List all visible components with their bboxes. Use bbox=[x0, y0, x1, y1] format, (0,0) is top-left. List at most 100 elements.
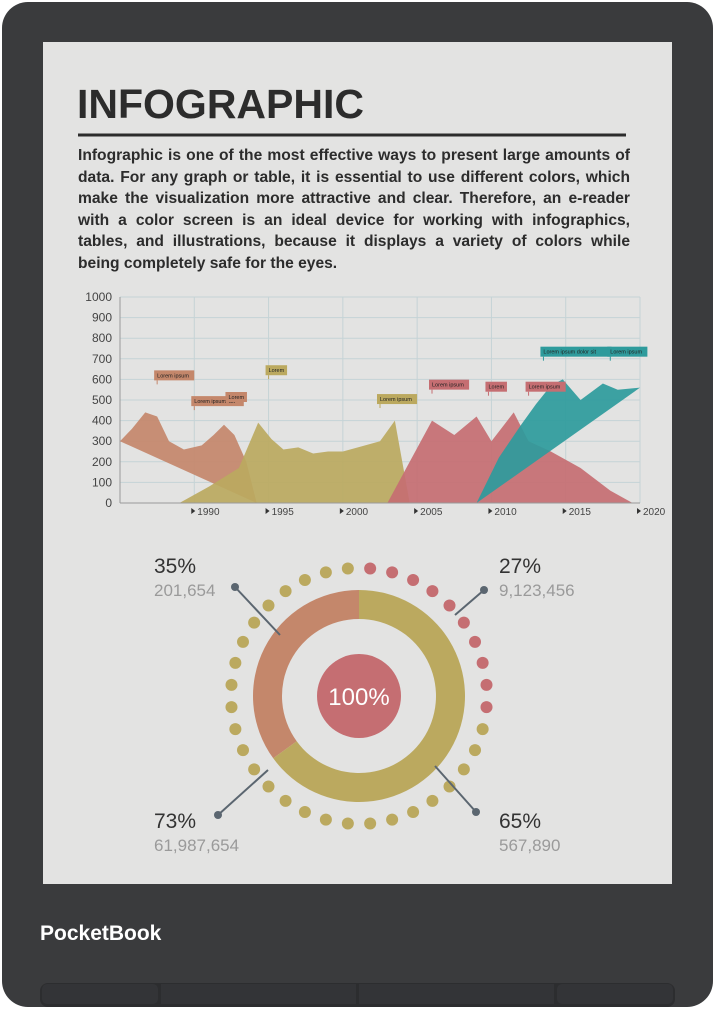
annotation: Lorem bbox=[269, 368, 285, 374]
percent-label: 73% bbox=[154, 810, 196, 833]
outer-dot bbox=[248, 763, 261, 776]
annotation-box bbox=[525, 381, 566, 392]
outer-dot bbox=[279, 794, 292, 807]
annotation-box bbox=[429, 379, 470, 390]
y-tick-label: 400 bbox=[92, 414, 112, 428]
annotation: Lorem bbox=[228, 395, 244, 401]
outer-dot bbox=[262, 599, 275, 612]
outer-dot bbox=[407, 573, 420, 586]
annotation: Lorem ipsum dolor sit bbox=[543, 350, 596, 356]
outer-dot bbox=[443, 599, 456, 612]
outer-dot bbox=[225, 701, 238, 714]
percent-label: 27% bbox=[499, 555, 541, 578]
x-tick-label: 2000 bbox=[346, 507, 369, 518]
outer-dot bbox=[457, 616, 470, 629]
callout-line bbox=[234, 586, 281, 636]
y-tick-label: 800 bbox=[92, 331, 112, 345]
count-label: 61,987,654 bbox=[154, 836, 239, 855]
x-tick-mark bbox=[339, 508, 344, 514]
annotation: Lorem ipsum bbox=[432, 383, 464, 389]
outer-dot bbox=[341, 817, 354, 830]
annotation-box bbox=[154, 370, 195, 381]
callout-line bbox=[217, 769, 269, 816]
outer-dot bbox=[426, 585, 439, 598]
callout-dot bbox=[480, 586, 488, 594]
annotation: Lorem bbox=[488, 385, 504, 391]
y-tick-label: 300 bbox=[92, 434, 112, 448]
annotation-box bbox=[191, 396, 244, 407]
center-label: 100% bbox=[328, 684, 389, 711]
x-tick-label: 1995 bbox=[272, 507, 295, 518]
home-button[interactable] bbox=[42, 984, 158, 1004]
x-tick-mark bbox=[488, 508, 493, 514]
annotation: Lorem ipsum bbox=[529, 385, 561, 391]
area bbox=[179, 420, 410, 503]
outer-dot bbox=[229, 656, 242, 669]
outer-dot bbox=[476, 723, 489, 736]
outer-dot bbox=[298, 573, 311, 586]
percent-label: 65% bbox=[499, 810, 541, 833]
count-label: 9,123,456 bbox=[499, 581, 575, 600]
x-tick-label: 2005 bbox=[420, 507, 443, 518]
outer-dot bbox=[386, 813, 399, 826]
x-tick-mark bbox=[414, 508, 419, 514]
paragraph: Infographic is one of the most effective… bbox=[78, 147, 630, 272]
annotation: Lorem ipsum dol bbox=[194, 399, 235, 405]
count-label: 201,654 bbox=[154, 581, 215, 600]
x-tick-mark bbox=[562, 508, 567, 514]
x-tick-label: 2015 bbox=[569, 507, 592, 518]
outer-dot bbox=[236, 635, 249, 648]
x-tick-label: 2020 bbox=[643, 507, 666, 518]
callout-dot bbox=[472, 808, 480, 816]
outer-dot bbox=[480, 678, 493, 691]
annotation-box bbox=[540, 346, 612, 357]
doc-title: INFOGRAPHIC bbox=[77, 81, 364, 127]
outer-dot bbox=[248, 616, 261, 629]
center-circle bbox=[317, 654, 401, 738]
x-tick-mark bbox=[191, 508, 196, 514]
outer-dot bbox=[319, 813, 332, 826]
annotation: Lorem ipsum bbox=[380, 397, 412, 403]
outer-dot bbox=[476, 656, 489, 669]
y-tick-label: 1000 bbox=[85, 290, 112, 304]
annotation-box bbox=[225, 392, 247, 402]
outer-dot bbox=[469, 635, 482, 648]
outer-dot bbox=[319, 566, 332, 579]
annotation-box bbox=[377, 394, 418, 405]
outer-dot bbox=[236, 744, 249, 757]
callout-line bbox=[454, 589, 485, 616]
y-tick-label: 700 bbox=[92, 352, 112, 366]
y-tick-label: 500 bbox=[92, 393, 112, 407]
y-tick-label: 0 bbox=[105, 496, 112, 510]
annotation: Lorem ipsum bbox=[610, 350, 642, 356]
outer-dot bbox=[364, 562, 377, 575]
outer-dot bbox=[469, 744, 482, 757]
y-tick-label: 100 bbox=[92, 475, 112, 489]
y-tick-label: 200 bbox=[92, 455, 112, 469]
outer-dot bbox=[364, 817, 377, 830]
outer-dot bbox=[262, 780, 275, 793]
prev-button[interactable] bbox=[161, 984, 356, 1004]
x-tick-mark bbox=[265, 508, 270, 514]
area bbox=[476, 379, 640, 503]
percent-label: 35% bbox=[154, 555, 196, 578]
annotation-box bbox=[485, 381, 507, 392]
outer-dot bbox=[443, 780, 456, 793]
callout-dot bbox=[231, 583, 239, 591]
annotation-box bbox=[265, 365, 288, 376]
annotation: Lorem ipsum bbox=[157, 373, 189, 379]
outer-dot bbox=[229, 723, 242, 736]
x-tick-label: 1990 bbox=[197, 507, 220, 518]
x-tick-mark bbox=[637, 508, 641, 514]
power-button[interactable] bbox=[557, 984, 673, 1004]
brand: PocketBook bbox=[40, 922, 162, 945]
donut-segment bbox=[253, 590, 359, 759]
outer-dot bbox=[407, 806, 420, 819]
x-tick-label: 2010 bbox=[494, 507, 517, 518]
next-button[interactable] bbox=[359, 984, 554, 1004]
callout-dot bbox=[214, 811, 222, 819]
donut-segment bbox=[273, 590, 465, 802]
outer-dot bbox=[341, 562, 354, 575]
